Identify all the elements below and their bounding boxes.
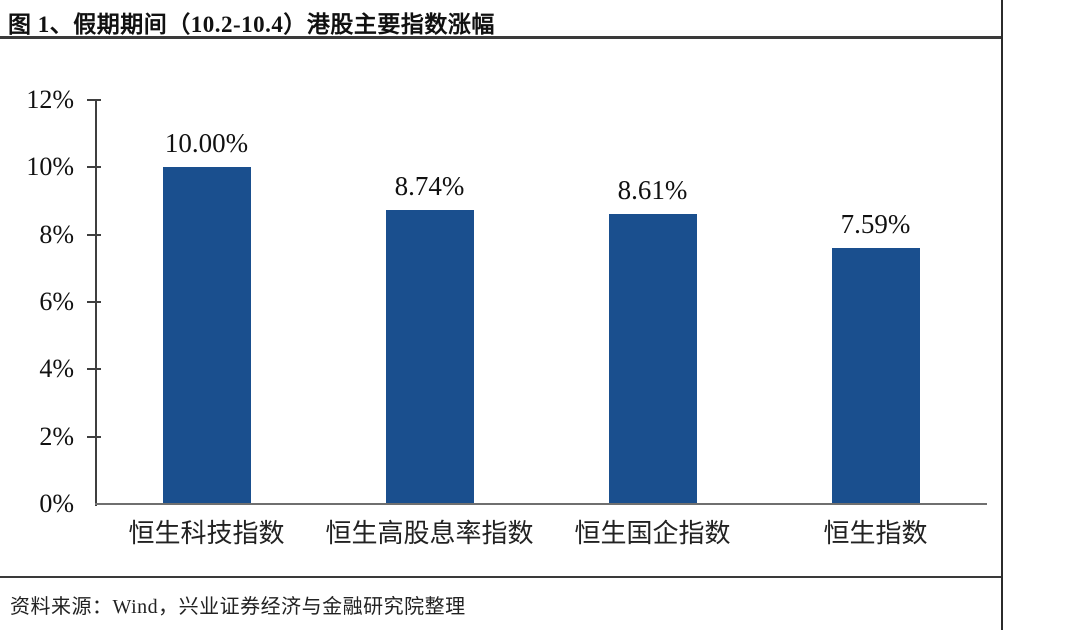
- y-axis-tick-label: 6%: [39, 287, 74, 316]
- y-axis-tick-mark: [87, 301, 101, 303]
- figure-title: 图 1、假期期间（10.2-10.4）港股主要指数涨幅: [8, 12, 495, 37]
- y-axis-tick-label: 10%: [26, 152, 74, 182]
- x-axis-line: [95, 503, 987, 505]
- y-axis-tick-label: 8%: [39, 219, 74, 249]
- footer-divider: [0, 576, 1002, 578]
- y-axis-tick-mark: [87, 368, 101, 371]
- x-axis-category-label: 恒生科技指数: [128, 519, 285, 548]
- y-axis-tick-mark: [87, 166, 101, 169]
- bar: [831, 248, 920, 504]
- title-divider: [0, 36, 1002, 39]
- bar: [608, 214, 697, 504]
- y-axis-tick-label: 12%: [26, 85, 74, 114]
- bar-value-label: 10.00%: [164, 128, 249, 159]
- y-axis-tick-mark: [87, 99, 101, 101]
- bar: [162, 167, 251, 504]
- y-axis-tick-label: 2%: [39, 421, 74, 451]
- y-axis-tick-mark: [87, 435, 101, 438]
- right-page-border: [1001, 0, 1003, 630]
- hk-index-gain-bar-chart: 0% 2% 4% 6% 8% 10% 12% 10.00% 8.74% 8.61% 7.59% 恒…: [26, 85, 987, 548]
- x-axis-category-label: 恒生国企指数: [574, 519, 731, 548]
- y-axis-line: [95, 100, 97, 506]
- bar-value-label: 7.59%: [840, 209, 911, 240]
- bar: [385, 209, 474, 504]
- x-axis-category-label: 恒生高股息率指数: [325, 519, 534, 548]
- source-note: 资料来源：Wind，兴业证券经济与金融研究院整理: [10, 596, 466, 618]
- bar-value-label: 8.61%: [617, 175, 688, 206]
- y-axis-tick-label: 4%: [39, 354, 74, 384]
- x-axis-category-label: 恒生指数: [823, 519, 928, 548]
- y-axis-tick-label: 0%: [39, 489, 74, 518]
- y-axis-tick-mark: [87, 233, 101, 236]
- bar-value-label: 8.74%: [394, 170, 465, 201]
